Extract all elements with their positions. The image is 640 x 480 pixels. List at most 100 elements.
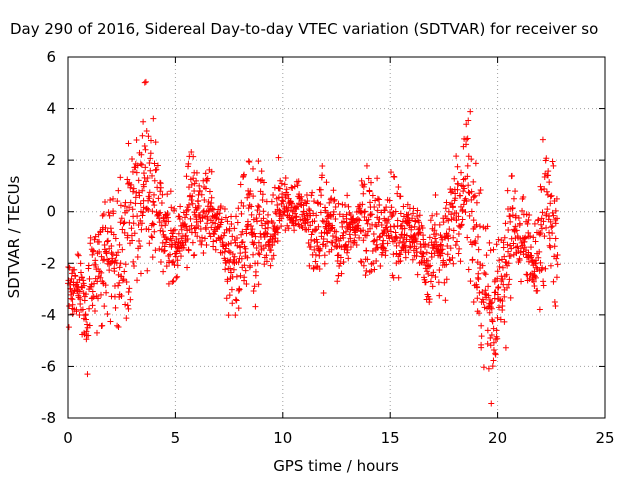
data-point	[328, 225, 335, 232]
data-point	[169, 278, 176, 285]
data-point	[315, 223, 322, 230]
data-point	[245, 158, 252, 165]
data-point	[192, 229, 199, 236]
data-point	[316, 265, 323, 272]
data-point	[386, 235, 393, 242]
y-tick-label: -6	[41, 357, 56, 375]
data-point	[121, 268, 128, 275]
data-point	[376, 202, 383, 209]
data-point	[357, 258, 364, 265]
data-point	[358, 259, 365, 266]
data-point	[478, 344, 485, 351]
data-point	[347, 211, 354, 218]
data-point	[159, 228, 166, 235]
y-tick-label: -4	[41, 306, 56, 324]
data-point	[411, 232, 418, 239]
data-point	[470, 217, 477, 224]
data-point	[157, 259, 164, 266]
data-point	[405, 249, 412, 256]
data-point	[196, 187, 203, 194]
data-point	[526, 212, 533, 219]
data-point	[191, 225, 198, 232]
data-point	[431, 227, 438, 234]
data-point	[259, 196, 266, 203]
data-point	[436, 292, 443, 299]
data-point	[144, 175, 151, 182]
data-point	[478, 333, 485, 340]
data-point	[339, 223, 346, 230]
data-point	[237, 250, 244, 257]
data-point	[255, 158, 262, 165]
data-point	[123, 207, 130, 214]
data-point	[149, 172, 156, 179]
data-point	[185, 247, 192, 254]
data-point	[551, 299, 558, 306]
data-point	[329, 239, 336, 246]
data-point	[91, 280, 98, 287]
data-point	[274, 201, 281, 208]
data-point	[458, 221, 465, 228]
data-point	[103, 289, 110, 296]
data-point	[291, 227, 298, 234]
data-point	[260, 215, 267, 222]
data-point	[445, 217, 452, 224]
data-point	[521, 244, 528, 251]
data-point	[110, 195, 117, 202]
data-point	[397, 210, 404, 217]
data-point	[469, 256, 476, 263]
x-axis-label: GPS time / hours	[273, 457, 399, 475]
data-point	[142, 164, 149, 171]
data-point	[319, 172, 326, 179]
data-point	[147, 150, 154, 157]
data-point	[304, 219, 311, 226]
data-point	[222, 266, 229, 273]
data-point	[140, 170, 147, 177]
data-point	[321, 204, 328, 211]
data-point	[438, 250, 445, 257]
data-point	[285, 225, 292, 232]
data-point	[119, 226, 126, 233]
data-point	[238, 231, 245, 238]
data-point	[312, 251, 319, 258]
data-point	[245, 221, 252, 228]
data-point	[464, 234, 471, 241]
data-point	[191, 180, 198, 187]
data-point	[372, 221, 379, 228]
data-point	[156, 219, 163, 226]
data-point	[409, 215, 416, 222]
data-point	[432, 235, 439, 242]
data-point	[227, 269, 234, 276]
data-point	[261, 234, 268, 241]
data-point	[183, 223, 190, 230]
data-point	[376, 234, 383, 241]
data-point	[546, 179, 553, 186]
data-point	[460, 201, 467, 208]
data-point	[181, 214, 188, 221]
data-point	[423, 249, 430, 256]
data-point	[269, 242, 276, 249]
data-point	[101, 242, 108, 249]
data-point	[176, 216, 183, 223]
data-point	[370, 230, 377, 237]
data-point	[160, 268, 167, 275]
data-point	[456, 245, 463, 252]
data-point	[298, 197, 305, 204]
data-point	[186, 226, 193, 233]
data-point	[474, 295, 481, 302]
data-point	[443, 261, 450, 268]
data-point	[465, 182, 472, 189]
data-point	[149, 254, 156, 261]
data-point	[404, 201, 411, 208]
data-point	[547, 193, 554, 200]
data-point	[465, 266, 472, 273]
data-point	[540, 278, 547, 285]
data-point	[121, 203, 128, 210]
data-point	[386, 197, 393, 204]
data-point	[144, 205, 151, 212]
data-point	[134, 254, 141, 261]
data-point	[243, 280, 250, 287]
data-point	[158, 199, 165, 206]
data-point	[483, 252, 490, 259]
data-point	[165, 280, 172, 287]
data-point	[364, 256, 371, 263]
